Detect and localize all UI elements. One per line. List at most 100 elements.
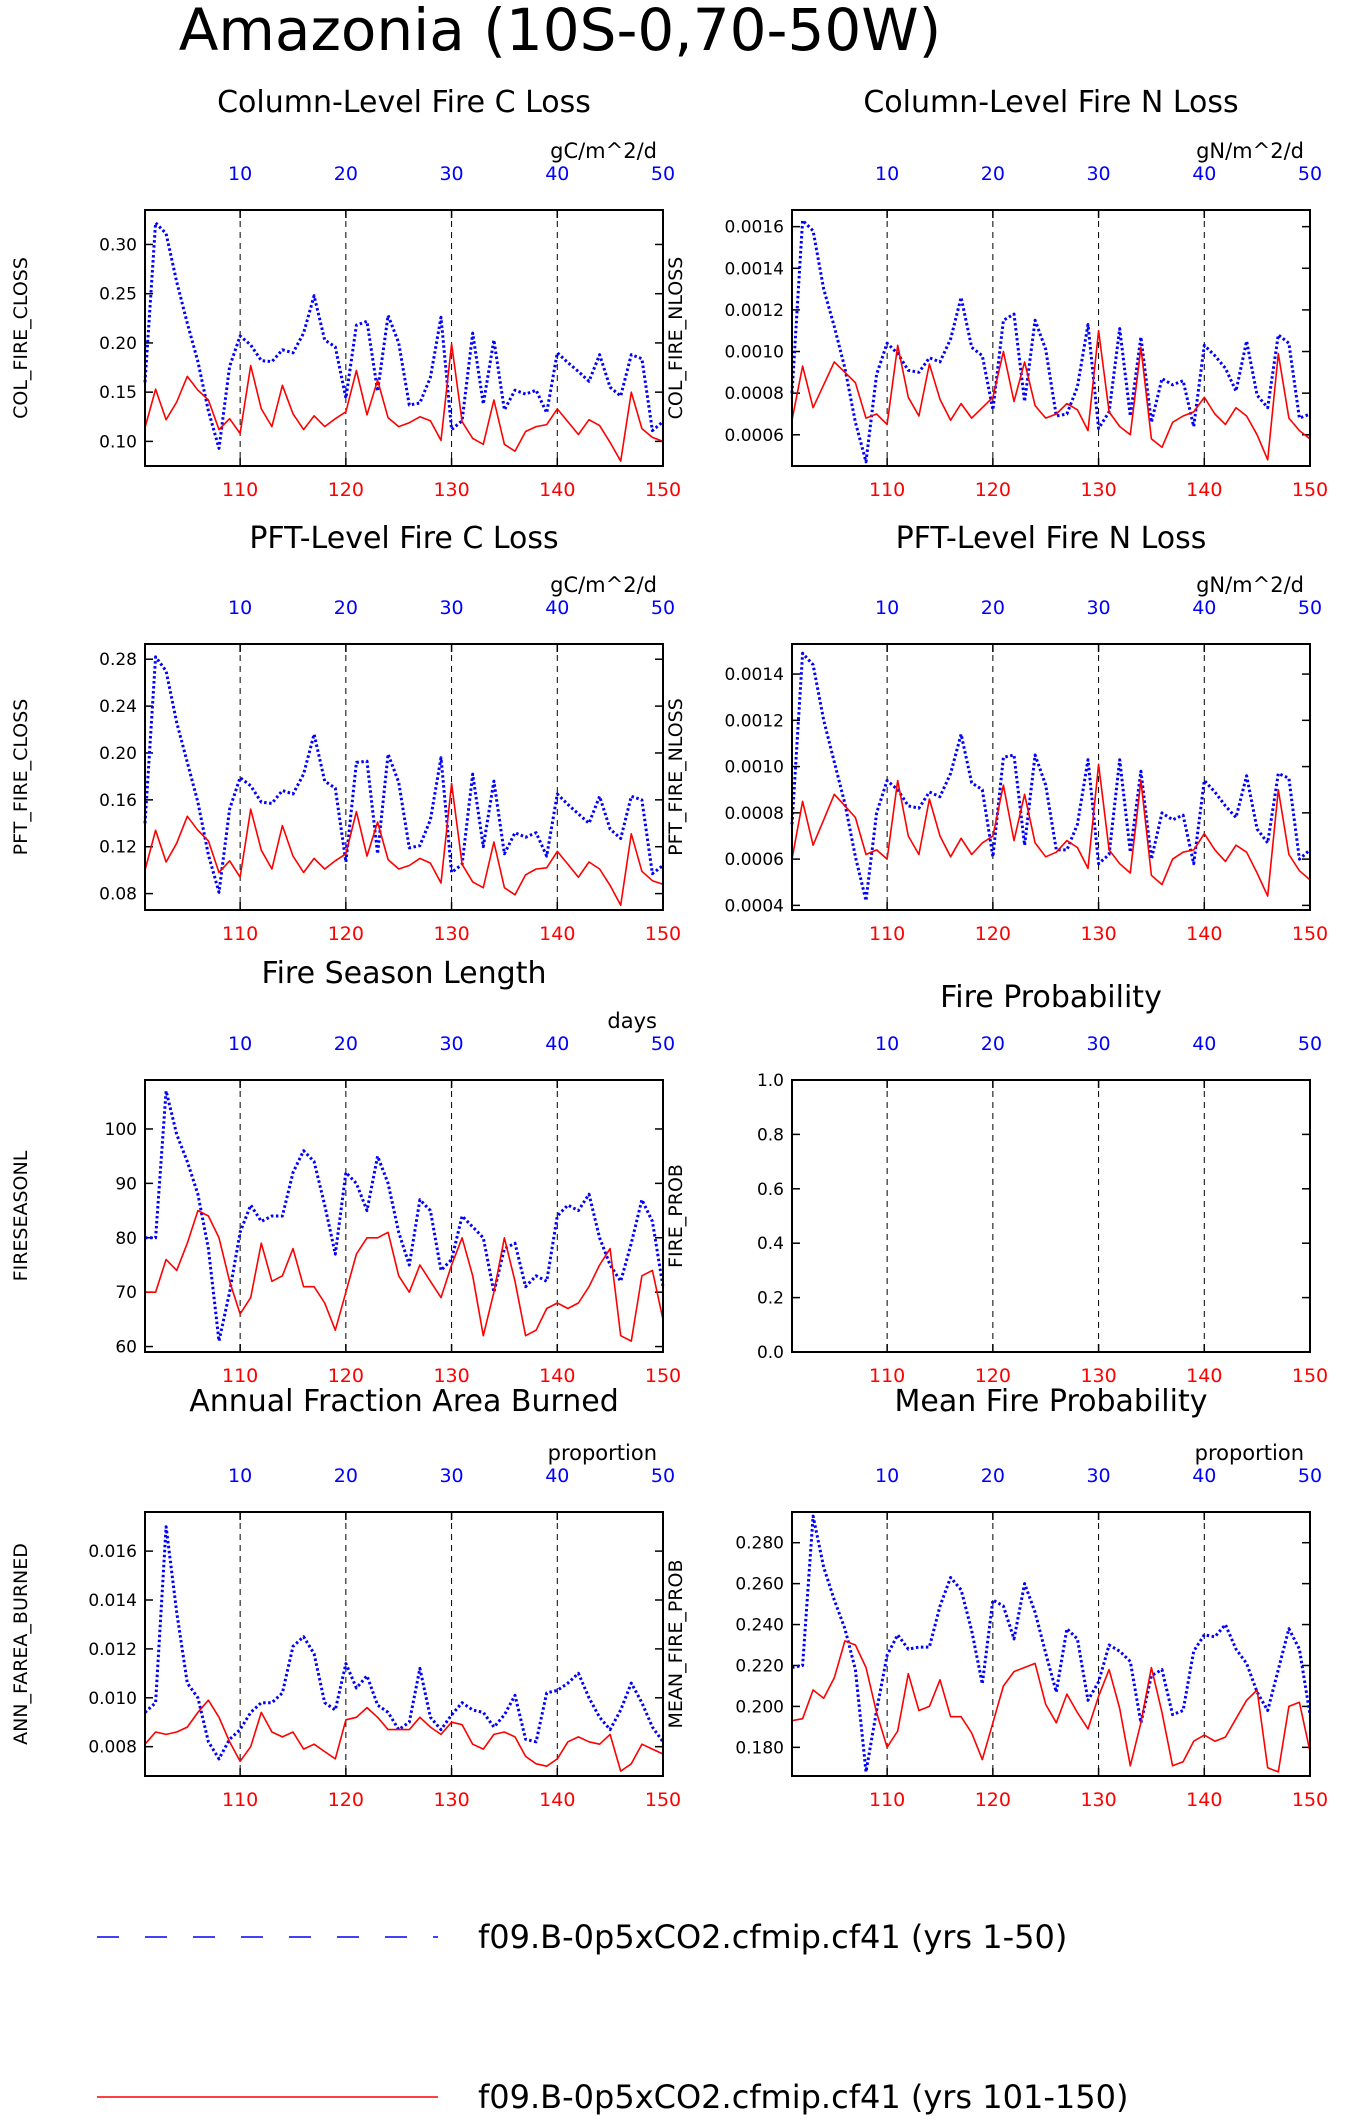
top-tick-label: 20 <box>981 1033 1005 1055</box>
series-line-yrs-1-50 <box>145 1089 665 1343</box>
top-tick-label: 30 <box>439 163 463 185</box>
top-tick-label: 50 <box>651 1465 675 1487</box>
bottom-tick-label: 150 <box>1292 1789 1328 1811</box>
units-label: gN/m^2/d <box>1196 139 1304 163</box>
y-tick-label: 0.25 <box>99 285 137 305</box>
units-label: days <box>607 1009 657 1033</box>
top-tick-label: 50 <box>1298 1465 1322 1487</box>
units-label: proportion <box>1195 1441 1304 1465</box>
series-line-yrs-101-150 <box>144 782 664 907</box>
units-label: gN/m^2/d <box>1196 573 1304 597</box>
legend-label: f09.B-0p5xCO2.cfmip.cf41 (yrs 101-150) <box>478 2078 1128 2116</box>
plot-frame <box>791 209 1311 467</box>
bottom-tick-label: 150 <box>1292 1365 1328 1387</box>
top-tick-label: 30 <box>1086 597 1110 619</box>
y-tick-label: 0.0004 <box>725 896 784 916</box>
series-line-yrs-101-150 <box>791 1640 1311 1773</box>
units-label: gC/m^2/d <box>550 573 657 597</box>
bottom-tick-label: 110 <box>222 1789 258 1811</box>
bottom-tick-label: 120 <box>328 923 364 945</box>
y-axis-label: FIRESEASONL <box>10 1150 32 1281</box>
bottom-tick-label: 110 <box>222 1365 258 1387</box>
bottom-tick-label: 130 <box>1080 1365 1116 1387</box>
series-line-yrs-1-50 <box>790 218 1311 464</box>
bottom-tick-label: 130 <box>433 923 469 945</box>
top-tick-label: 40 <box>545 163 569 185</box>
bottom-tick-label: 150 <box>1292 923 1328 945</box>
chart-title: Column-Level Fire N Loss <box>863 85 1238 120</box>
bottom-tick-label: 140 <box>1186 923 1222 945</box>
bottom-tick-label: 110 <box>222 923 258 945</box>
y-tick-label: 60 <box>115 1338 137 1358</box>
bottom-tick-label: 110 <box>222 479 258 501</box>
series-line-yrs-1-50 <box>790 651 1311 903</box>
units-label: gC/m^2/d <box>550 139 657 163</box>
y-tick-label: 0.0016 <box>725 218 784 238</box>
bottom-tick-label: 120 <box>975 1365 1011 1387</box>
top-tick-label: 50 <box>651 1033 675 1055</box>
series-line-yrs-101-150 <box>144 1699 664 1772</box>
top-tick-label: 40 <box>545 597 569 619</box>
series-line-yrs-101-150 <box>791 763 1311 897</box>
bottom-tick-label: 150 <box>645 1365 681 1387</box>
y-tick-label: 0.010 <box>88 1689 137 1709</box>
y-tick-label: 0.016 <box>88 1542 137 1562</box>
y-tick-label: 0.0010 <box>725 343 784 363</box>
series-line-yrs-1-50 <box>143 655 664 894</box>
top-tick-label: 20 <box>981 163 1005 185</box>
chart-title: PFT-Level Fire C Loss <box>249 521 558 556</box>
top-tick-label: 50 <box>651 163 675 185</box>
bottom-tick-label: 140 <box>1186 1789 1222 1811</box>
series-line-yrs-101-150 <box>145 1209 664 1342</box>
series-line-yrs-101-150 <box>791 329 1311 461</box>
top-tick-label: 50 <box>1298 163 1322 185</box>
top-tick-label: 30 <box>1086 163 1110 185</box>
plot-frame <box>144 209 664 467</box>
y-tick-label: 0.24 <box>99 697 137 717</box>
top-tick-label: 20 <box>334 1033 358 1055</box>
series-line-yrs-1-50 <box>791 1514 1312 1774</box>
y-tick-label: 0.220 <box>735 1656 784 1676</box>
bottom-tick-label: 120 <box>328 1365 364 1387</box>
top-tick-label: 40 <box>545 1465 569 1487</box>
y-tick-label: 0.0 <box>757 1343 784 1363</box>
chart-title: Column-Level Fire C Loss <box>217 85 591 120</box>
y-tick-label: 0.08 <box>99 885 137 905</box>
y-tick-label: 0.180 <box>735 1738 784 1758</box>
chart-panels: Column-Level Fire C Loss0.100.150.200.25… <box>10 85 1328 1811</box>
y-tick-label: 0.260 <box>735 1575 784 1595</box>
top-tick-label: 40 <box>1192 1465 1216 1487</box>
y-axis-label: COL_FIRE_NLOSS <box>665 257 687 420</box>
figure-title: Amazonia (10S-0,70-50W) <box>179 0 942 64</box>
top-tick-label: 30 <box>439 1033 463 1055</box>
plot-frame <box>144 1511 664 1777</box>
bottom-tick-label: 130 <box>433 1365 469 1387</box>
top-tick-label: 50 <box>1298 1033 1322 1055</box>
top-tick-label: 20 <box>334 1465 358 1487</box>
y-tick-label: 0.0014 <box>725 259 784 279</box>
y-tick-label: 0.240 <box>735 1616 784 1636</box>
top-tick-label: 40 <box>1192 163 1216 185</box>
y-tick-label: 0.0008 <box>725 804 784 824</box>
top-tick-label: 10 <box>875 597 899 619</box>
bottom-tick-label: 140 <box>539 479 575 501</box>
chart-panel: Fire Probability 0.0 0.2 0.4 0.6 0.8 1.0 10 20 30… <box>665 980 1328 1387</box>
chart-title: Mean Fire Probability <box>895 1384 1208 1419</box>
chart-panel: PFT-Level Fire C Loss 0.08 0.12 0.16 0.20 0.2… <box>10 521 681 945</box>
y-tick-label: 100 <box>105 1120 137 1140</box>
bottom-tick-label: 120 <box>975 479 1011 501</box>
y-tick-label: 0.30 <box>99 235 137 255</box>
y-tick-label: 0.6 <box>757 1180 784 1200</box>
top-tick-label: 30 <box>439 1465 463 1487</box>
top-tick-label: 10 <box>228 163 252 185</box>
chart-panel: Annual Fraction Area Burned 0.008 0.010 0.0… <box>10 1384 681 1811</box>
bottom-tick-label: 130 <box>433 1789 469 1811</box>
y-tick-label: 0.4 <box>757 1234 784 1254</box>
y-tick-label: 0.0006 <box>725 850 784 870</box>
units-label: proportion <box>548 1441 657 1465</box>
series-line-yrs-1-50 <box>143 1525 665 1761</box>
bottom-tick-label: 140 <box>1186 479 1222 501</box>
top-tick-label: 30 <box>439 597 463 619</box>
y-axis-label: PFT_FIRE_NLOSS <box>665 698 687 856</box>
